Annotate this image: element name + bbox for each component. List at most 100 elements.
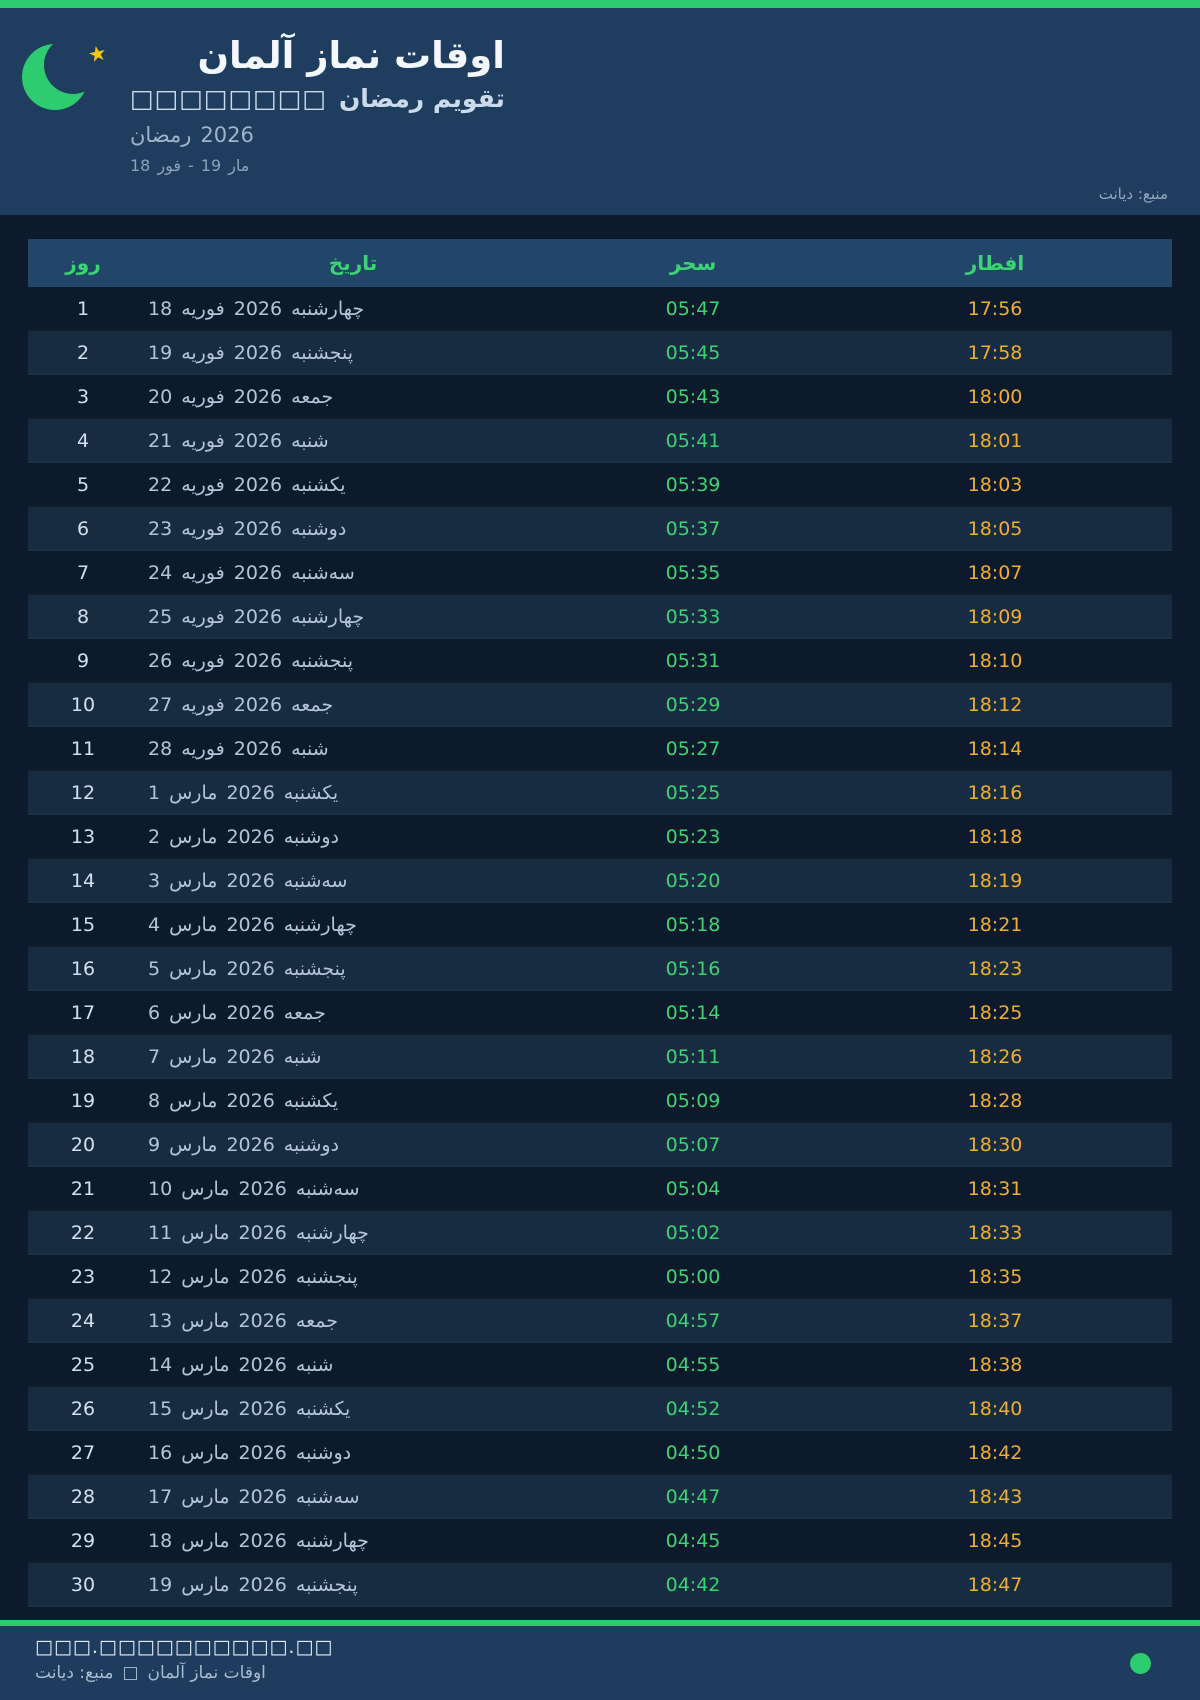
date-month: مارس [181, 1353, 230, 1376]
date-weekday: چهارشنبه [291, 605, 365, 628]
date-year: 2026 [233, 341, 283, 364]
iftar-time: 17:56 [967, 297, 1023, 320]
date-year: 2026 [238, 1485, 287, 1508]
date-day: 13 [148, 1309, 173, 1332]
date-cell: 21 فوریه 2026 شنبه [138, 430, 568, 452]
date-month: مارس [169, 913, 218, 936]
range-separator: - [188, 155, 194, 175]
day-number: 10 [70, 693, 96, 716]
day-number: 16 [70, 957, 96, 980]
suhoor-time: 05:14 [665, 1001, 721, 1024]
date-month: مارس [169, 825, 218, 848]
date-month: مارس [169, 1045, 218, 1068]
date-month: مارس [169, 957, 218, 980]
iftar-time: 18:42 [967, 1441, 1023, 1464]
table-row: 1 18 فوریه 2026 چهارشنبه 05:47 17:56 [28, 287, 1172, 331]
iftar-time: 18:31 [967, 1177, 1023, 1200]
date-year: 2026 [233, 561, 283, 584]
date-cell: 23 فوریه 2026 دوشنبه [138, 518, 568, 540]
iftar-time: 18:09 [967, 605, 1023, 628]
range-start-day: 18 [130, 155, 151, 175]
date-day: 2 [148, 825, 161, 848]
table-row: 22 11 مارس 2026 چهارشنبه 05:02 18:33 [28, 1211, 1172, 1255]
iftar-time: 18:35 [967, 1265, 1023, 1288]
date-weekday: سه‌شنبه [291, 561, 355, 584]
date-cell: 3 مارس 2026 سه‌شنبه [138, 870, 568, 892]
table-row: 15 4 مارس 2026 چهارشنبه 05:18 18:21 [28, 903, 1172, 947]
date-day: 25 [148, 605, 173, 628]
table-row: 16 5 مارس 2026 پنجشنبه 05:16 18:23 [28, 947, 1172, 991]
day-number: 14 [70, 869, 96, 892]
suhoor-time: 04:52 [665, 1397, 721, 1420]
date-year: 2026 [226, 1089, 275, 1112]
range-end-month: مار [228, 155, 250, 175]
day-number: 13 [70, 825, 96, 848]
iftar-time: 18:43 [967, 1485, 1023, 1508]
date-day: 7 [148, 1045, 161, 1068]
date-cell: 26 فوریه 2026 پنجشنبه [138, 650, 568, 672]
date-cell: 25 فوریه 2026 چهارشنبه [138, 606, 568, 628]
day-number: 29 [70, 1529, 96, 1552]
date-day: 19 [148, 341, 173, 364]
date-month: مارس [169, 869, 218, 892]
date-year: 2026 [226, 913, 275, 936]
date-day: 23 [148, 517, 173, 540]
date-day: 12 [148, 1265, 173, 1288]
footer-content: □□□.□□□□□□□□□□.□□ منبع: دیانت □ اوقات نم… [0, 1626, 1200, 1700]
table-row: 27 16 مارس 2026 دوشنبه 04:50 18:42 [28, 1431, 1172, 1475]
date-day: 21 [148, 429, 173, 452]
iftar-time: 18:38 [967, 1353, 1023, 1376]
date-month: مارس [181, 1265, 230, 1288]
day-number: 6 [76, 517, 90, 540]
day-number: 1 [76, 297, 90, 320]
date-cell: 22 فوریه 2026 یکشنبه [138, 474, 568, 496]
suhoor-time: 05:16 [665, 957, 721, 980]
date-month: فوریه [181, 341, 225, 364]
green-status-dot [1130, 1653, 1151, 1674]
table-row: 4 21 فوریه 2026 شنبه 05:41 18:01 [28, 419, 1172, 463]
date-year: 2026 [238, 1265, 287, 1288]
date-day: 10 [148, 1177, 173, 1200]
day-number: 18 [70, 1045, 96, 1068]
date-cell: 28 فوریه 2026 شنبه [138, 738, 568, 760]
table-row: 3 20 فوریه 2026 جمعه 05:43 18:00 [28, 375, 1172, 419]
table-row: 25 14 مارس 2026 شنبه 04:55 18:38 [28, 1343, 1172, 1387]
date-cell: 10 مارس 2026 سه‌شنبه [138, 1178, 568, 1200]
date-month: فوریه [181, 517, 225, 540]
top-accent-bar [0, 0, 1200, 8]
date-weekday: شنبه [295, 1353, 334, 1376]
suhoor-time: 05:20 [665, 869, 721, 892]
suhoor-time: 04:55 [665, 1353, 721, 1376]
footer: □□□.□□□□□□□□□□.□□ منبع: دیانت □ اوقات نم… [0, 1620, 1200, 1700]
day-number: 27 [70, 1441, 96, 1464]
date-year: 2026 [238, 1441, 287, 1464]
date-month: مارس [181, 1221, 230, 1244]
date-weekday: یکشنبه [291, 473, 346, 496]
date-year: 2026 [233, 385, 283, 408]
date-day: 20 [148, 385, 173, 408]
date-year: 2026 [233, 297, 283, 320]
day-number: 30 [70, 1573, 96, 1596]
iftar-time: 18:00 [967, 385, 1023, 408]
table-row: 2 19 فوریه 2026 پنجشنبه 05:45 17:58 [28, 331, 1172, 375]
date-weekday: دوشنبه [291, 517, 347, 540]
date-year: 2026 [233, 429, 283, 452]
date-day: 17 [148, 1485, 173, 1508]
date-weekday: پنجشنبه [295, 1573, 358, 1596]
suhoor-time: 05:23 [665, 825, 721, 848]
suhoor-time: 04:50 [665, 1441, 721, 1464]
suhoor-time: 05:45 [665, 341, 721, 364]
suhoor-time: 05:41 [665, 429, 721, 452]
day-number: 12 [70, 781, 96, 804]
suhoor-time: 05:37 [665, 517, 721, 540]
page-title: اوقات نماز آلمان [197, 34, 505, 77]
date-weekday: جمعه [295, 1309, 338, 1332]
iftar-time: 18:47 [967, 1573, 1023, 1596]
date-year: 2026 [233, 473, 283, 496]
source-label: منبع: دیانت [1098, 185, 1168, 203]
date-weekday: چهارشنبه [295, 1529, 369, 1552]
date-weekday: جمعه [283, 1001, 326, 1024]
date-cell: 19 مارس 2026 پنجشنبه [138, 1574, 568, 1596]
table-row: 12 1 مارس 2026 یکشنبه 05:25 18:16 [28, 771, 1172, 815]
date-weekday: دوشنبه [295, 1441, 352, 1464]
